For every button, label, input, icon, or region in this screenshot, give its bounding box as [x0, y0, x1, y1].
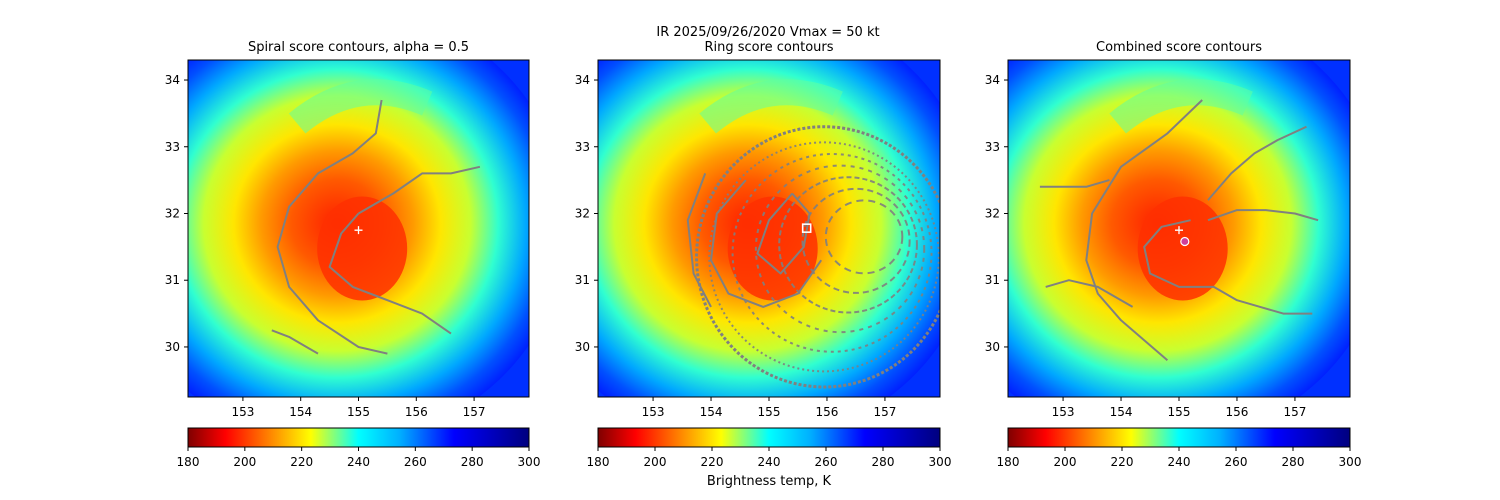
- colorbar-tick-label: 220: [1111, 455, 1134, 469]
- y-tick-label: 30: [165, 340, 180, 354]
- ring-contour-region: [695, 125, 940, 389]
- x-tick-label: 154: [700, 405, 723, 419]
- score-contour-3: [686, 173, 712, 308]
- x-tick-label: 157: [873, 405, 896, 419]
- x-tick-label: 154: [289, 405, 312, 419]
- ring-contour: [708, 141, 940, 373]
- ir-image: [598, 60, 940, 397]
- y-tick-label: 34: [165, 73, 180, 87]
- colorbar-tick-label: 240: [1168, 455, 1191, 469]
- colorbar: [187, 427, 530, 448]
- score-contour-4: [271, 329, 319, 355]
- colorbar-tick-label: 240: [347, 455, 370, 469]
- y-tick-label: 30: [985, 340, 1000, 354]
- colorbar-tick-label: 300: [518, 455, 541, 469]
- score-contour-2: [328, 212, 452, 335]
- score-contour-5: [1039, 179, 1110, 188]
- y-tick-label: 34: [985, 73, 1000, 87]
- x-tick-label: 155: [1168, 405, 1191, 419]
- colorbar-tick-label: 240: [758, 455, 781, 469]
- score-contour-3: [1207, 209, 1319, 222]
- colorbar-tick-label: 220: [290, 455, 313, 469]
- y-tick-label: 32: [985, 206, 1000, 220]
- colorbar-tick-label: 180: [177, 455, 200, 469]
- panel-3: Combined score contours 153 154 155 156 157 30…: [985, 40, 1362, 469]
- y-tick-label: 31: [165, 273, 180, 287]
- x-tick-label: 156: [1226, 405, 1249, 419]
- colorbar-label: Brightness temp, K: [707, 474, 832, 489]
- x-tick-label: 154: [1110, 405, 1133, 419]
- panel-1: Spiral score contours, alpha = 0.5 153 154…: [165, 40, 541, 469]
- figure-suptitle: IR 2025/09/26/2020 Vmax = 50 kt: [656, 25, 879, 40]
- y-tick-label: 31: [575, 273, 590, 287]
- storm-core: [727, 196, 818, 301]
- ir-image: [1008, 60, 1350, 397]
- rain-band: [288, 79, 433, 134]
- score-contour-4: [1207, 125, 1307, 201]
- ring-contour: [778, 176, 918, 314]
- ring-contour: [754, 164, 926, 334]
- score-contour-1: [756, 192, 811, 275]
- score-contour-1: [276, 99, 388, 355]
- rain-band: [699, 79, 843, 134]
- storm-core: [1137, 196, 1228, 301]
- colorbar-tick-label: 260: [404, 455, 427, 469]
- colorbar-tick-label: 300: [929, 455, 952, 469]
- score-contour-3: [358, 165, 481, 215]
- x-tick-label: 156: [816, 405, 839, 419]
- y-tick-label: 33: [985, 140, 1000, 154]
- x-tick-label: 156: [405, 405, 428, 419]
- colorbar-tick-label: 200: [644, 455, 667, 469]
- center-marker: [1175, 226, 1183, 235]
- x-tick-label: 153: [642, 405, 665, 419]
- ring-contour: [801, 187, 911, 294]
- x-tick-label: 157: [1283, 405, 1306, 419]
- score-contour-6: [1045, 279, 1134, 308]
- colorbar-tick-label: 300: [1339, 455, 1362, 469]
- colorbar-tick-label: 200: [1054, 455, 1077, 469]
- panel-title: Combined score contours: [1096, 40, 1262, 55]
- colorbar-tick-label: 180: [997, 455, 1020, 469]
- center-marker: [354, 226, 363, 235]
- score-contour-2: [1143, 219, 1313, 315]
- x-tick-label: 155: [347, 405, 370, 419]
- rain-band: [1109, 79, 1253, 134]
- y-tick-label: 32: [165, 206, 180, 220]
- combined-center-marker: [1180, 236, 1190, 247]
- colorbar-tick-label: 220: [701, 455, 724, 469]
- panel-title: Spiral score contours, alpha = 0.5: [248, 40, 469, 55]
- ring-contour: [824, 199, 904, 275]
- y-tick-label: 32: [575, 206, 590, 220]
- y-tick-label: 30: [575, 340, 590, 354]
- panel-title: Ring score contours: [704, 40, 833, 55]
- score-contour-2: [710, 179, 823, 308]
- colorbar: [597, 427, 941, 448]
- colorbar-tick-label: 280: [1282, 455, 1305, 469]
- center-marker: [801, 223, 812, 233]
- x-tick-label: 153: [231, 405, 254, 419]
- colorbar-tick-label: 280: [872, 455, 895, 469]
- x-tick-label: 157: [463, 405, 486, 419]
- x-tick-label: 155: [758, 405, 781, 419]
- colorbar: [1007, 427, 1351, 448]
- y-tick-label: 31: [985, 273, 1000, 287]
- score-contour-1: [1085, 99, 1203, 362]
- colorbar-tick-label: 280: [461, 455, 484, 469]
- panel-2: Ring score contours 153 154 155 156 157 30 31 32…: [575, 40, 952, 469]
- y-tick-label: 33: [575, 140, 590, 154]
- ir-image: [188, 60, 529, 397]
- ring-contour: [731, 152, 933, 353]
- colorbar-tick-label: 200: [233, 455, 256, 469]
- colorbar-tick-label: 260: [815, 455, 838, 469]
- x-tick-label: 153: [1052, 405, 1075, 419]
- y-tick-label: 33: [165, 140, 180, 154]
- y-tick-label: 34: [575, 73, 590, 87]
- colorbar-tick-label: 180: [587, 455, 610, 469]
- colorbar-tick-label: 260: [1225, 455, 1248, 469]
